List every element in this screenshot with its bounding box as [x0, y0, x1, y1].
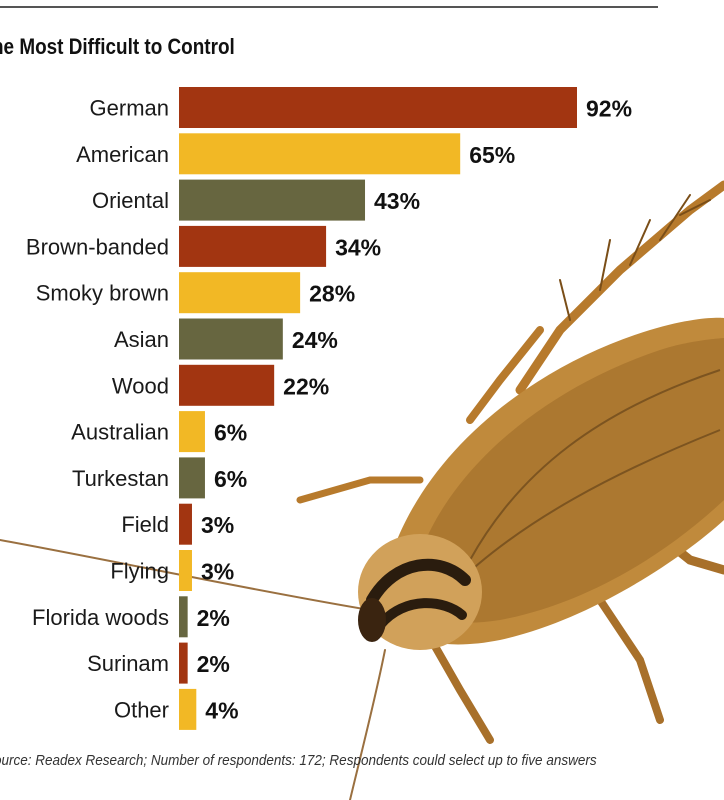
bar-surinam	[179, 642, 188, 684]
chart-title: he Most Difficult to Control	[0, 34, 235, 59]
category-label-turkestan: Turkestan	[72, 466, 169, 491]
value-label-flying: 3%	[201, 559, 234, 585]
category-label-florida-woods: Florida woods	[32, 605, 169, 630]
bar-german	[179, 87, 577, 128]
category-label-wood: Wood	[112, 373, 169, 398]
category-label-surinam: Surinam	[87, 651, 169, 676]
source-note: ource: Readex Research; Number of respon…	[0, 752, 597, 769]
bar-brown-banded	[179, 225, 327, 267]
bars-group: German 92% American 65% Oriental 43% Brown-ban…	[26, 87, 632, 730]
category-label-brown-banded: Brown-banded	[26, 234, 169, 259]
category-label-australian: Australian	[71, 420, 169, 445]
value-label-oriental: 43%	[374, 188, 420, 214]
category-label-field: Field	[121, 512, 169, 537]
bar-turkestan	[179, 457, 205, 499]
category-label-other: Other	[114, 697, 169, 722]
category-label-flying: Flying	[110, 559, 169, 584]
bar-florida-woods	[179, 596, 188, 638]
value-label-field: 3%	[201, 512, 234, 538]
value-label-australian: 6%	[214, 420, 247, 446]
value-label-florida-woods: 2%	[197, 605, 230, 631]
bar-other	[179, 688, 197, 730]
bar-field	[179, 503, 192, 545]
bar-oriental	[179, 179, 366, 221]
bar-wood	[179, 364, 275, 406]
bar-american	[179, 133, 461, 175]
category-label-oriental: Oriental	[92, 188, 169, 213]
value-label-american: 65%	[469, 142, 515, 168]
bar-smoky-brown	[179, 272, 301, 314]
value-label-surinam: 2%	[197, 651, 230, 677]
category-label-american: American	[76, 142, 169, 167]
value-label-asian: 24%	[292, 327, 338, 353]
category-label-asian: Asian	[114, 327, 169, 352]
value-label-brown-banded: 34%	[335, 234, 381, 260]
top-rule	[0, 6, 658, 8]
value-label-other: 4%	[205, 697, 238, 723]
bar-asian	[179, 318, 283, 360]
bar-flying	[179, 550, 192, 591]
bar-australian	[179, 411, 205, 453]
value-label-smoky-brown: 28%	[309, 281, 355, 307]
category-label-smoky-brown: Smoky brown	[36, 281, 169, 306]
category-label-german: German	[90, 96, 169, 121]
cockroach-illustration	[0, 180, 724, 800]
value-label-wood: 22%	[283, 373, 329, 399]
value-label-german: 92%	[586, 96, 632, 122]
value-label-turkestan: 6%	[214, 466, 247, 492]
